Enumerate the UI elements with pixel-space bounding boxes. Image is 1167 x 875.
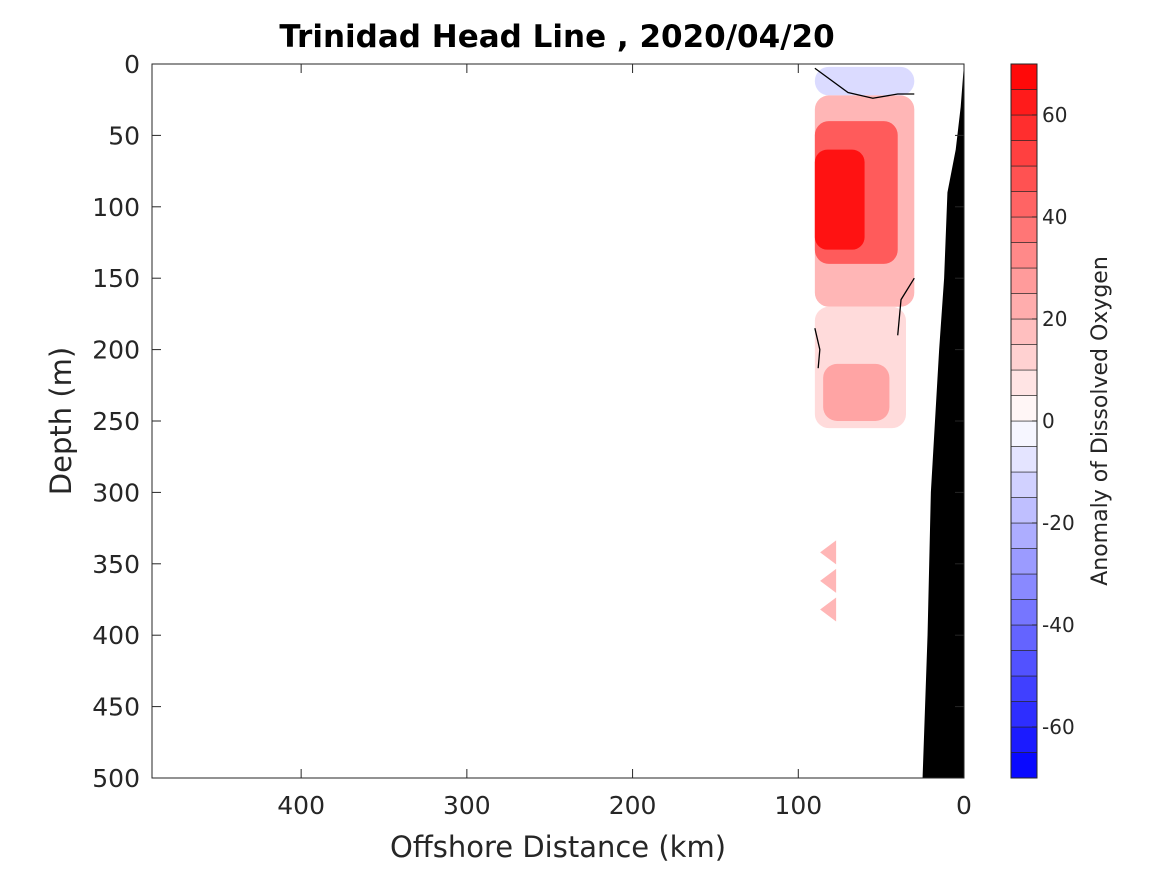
y-tick-label: 100	[92, 193, 140, 222]
colorbar-swatches	[1010, 63, 1038, 779]
colorbar-swatch	[1010, 650, 1038, 677]
colorbar-swatch	[1010, 624, 1038, 651]
colorbar-tick-label: 20	[1042, 307, 1067, 331]
colorbar-ticks: -60 -40 -20 0 20 40 60	[1032, 103, 1075, 739]
y-tick-label: 200	[92, 336, 140, 365]
plot-area	[151, 63, 965, 779]
colorbar-swatch	[1010, 242, 1038, 269]
colorbar-swatch	[1010, 675, 1038, 702]
colorbar-swatch	[1010, 471, 1038, 498]
colorbar-tick-label: -40	[1042, 613, 1075, 637]
zero-contour-0	[814, 67, 915, 99]
x-tick-label: 100	[774, 791, 822, 820]
colorbar-tick-label: 0	[1042, 409, 1055, 433]
colorbar-swatch	[1010, 318, 1038, 345]
colorbar: -60 -40 -20 0 20 40 60 Anomaly of Dissolved Ox…	[1010, 63, 1113, 779]
colorbar-swatch	[1010, 140, 1038, 167]
y-tick-label: 400	[92, 621, 140, 650]
colorbar-swatch	[1010, 573, 1038, 600]
y-tick-label: 250	[92, 407, 140, 436]
colorbar-swatch	[1010, 446, 1038, 473]
colorbar-swatch	[1010, 548, 1038, 575]
colorbar-title: Anomaly of Dissolved Oxygen	[1088, 256, 1113, 586]
x-tick-label: 400	[277, 791, 325, 820]
x-axis: 400 300 200 100 0	[277, 64, 972, 820]
colorbar-tick-label: -60	[1042, 715, 1075, 739]
bathymetry	[922, 64, 964, 778]
colorbar-swatch	[1010, 165, 1038, 192]
colorbar-swatch	[1010, 216, 1038, 243]
y-tick-label: 150	[92, 264, 140, 293]
isolated-patch-0	[820, 540, 837, 565]
colorbar-swatch	[1010, 395, 1038, 422]
zero-contour-2	[814, 328, 821, 369]
anomaly-field-5	[823, 363, 890, 421]
y-tick-label: 300	[92, 478, 140, 507]
colorbar-swatch	[1010, 599, 1038, 626]
colorbar-swatch	[1010, 191, 1038, 218]
anomaly-field-0	[814, 66, 915, 96]
isolated-patches	[820, 540, 837, 622]
colorbar-swatch	[1010, 89, 1038, 116]
colorbar-swatch	[1010, 344, 1038, 371]
isolated-patch-1	[820, 568, 837, 593]
colorbar-swatch	[1010, 369, 1038, 396]
isolated-patch-2	[820, 597, 837, 622]
y-tick-label: 450	[92, 693, 140, 722]
x-axis-title: Offshore Distance (km)	[390, 830, 726, 864]
y-tick-label: 50	[108, 121, 140, 150]
x-tick-label: 300	[443, 791, 491, 820]
chart-title: Trinidad Head Line , 2020/04/20	[279, 19, 834, 55]
y-tick-label: 0	[124, 50, 140, 79]
colorbar-swatch	[1010, 522, 1038, 549]
colorbar-tick-label: 60	[1042, 103, 1067, 127]
y-tick-label: 350	[92, 550, 140, 579]
zero-contour-1	[897, 277, 915, 336]
colorbar-swatch	[1010, 63, 1038, 90]
colorbar-tick-label: -20	[1042, 511, 1075, 535]
colorbar-swatch	[1010, 267, 1038, 294]
colorbar-swatch	[1010, 726, 1038, 753]
colorbar-swatch	[1010, 497, 1038, 524]
y-axis-title: Depth (m)	[44, 347, 78, 495]
colorbar-swatch	[1010, 293, 1038, 320]
y-tick-label: 500	[92, 764, 140, 793]
anomaly-field-3	[814, 149, 865, 250]
colorbar-swatch	[1010, 752, 1038, 779]
anomaly-field	[814, 66, 915, 429]
y-axis: 0 50 100 150 200 250 300 350 400 450 500	[92, 50, 964, 793]
colorbar-swatch	[1010, 420, 1038, 447]
x-tick-label: 200	[609, 791, 657, 820]
colorbar-swatch	[1010, 701, 1038, 728]
colorbar-tick-label: 40	[1042, 205, 1067, 229]
zero-contours	[814, 67, 915, 369]
colorbar-swatch	[1010, 114, 1038, 141]
x-tick-label: 0	[956, 791, 972, 820]
